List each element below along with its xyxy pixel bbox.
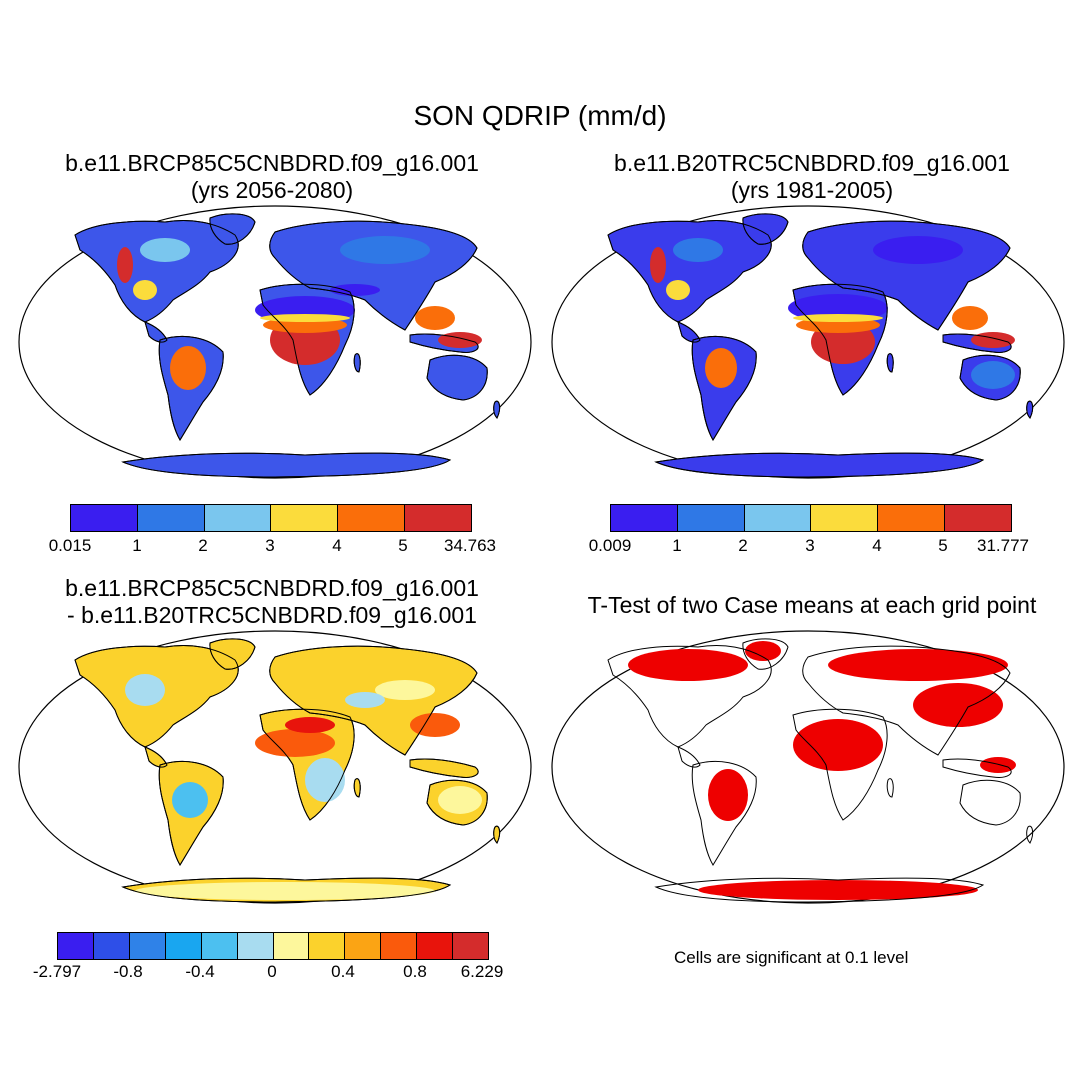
map-top-left <box>18 205 532 479</box>
colorbar-bottom-left <box>57 932 489 960</box>
colorbar-label: 5 <box>938 536 948 555</box>
panel-title-line1: T-Test of two Case means at each grid po… <box>587 592 1037 618</box>
precip-overlay <box>117 236 482 390</box>
colorbar-label: 31.777 <box>977 536 1029 555</box>
colorbar-label: 5 <box>398 536 408 555</box>
colorbar-label: 4 <box>872 536 882 555</box>
colorbar-label: 3 <box>265 536 275 555</box>
colorbar-swatch <box>271 505 339 531</box>
colorbar-label: 4 <box>332 536 342 555</box>
map-top-right <box>551 205 1065 479</box>
colorbar-swatch <box>811 505 879 531</box>
colorbar-swatch <box>273 933 310 959</box>
colorbar-swatch <box>677 505 745 531</box>
panel-title-line2: (yrs 2056-2080) <box>190 177 354 203</box>
colorbar-label: 1 <box>672 536 682 555</box>
colorbar-swatch <box>878 505 946 531</box>
colorbar-swatch <box>204 505 272 531</box>
colorbar-swatch <box>453 933 489 959</box>
colorbar-swatch <box>744 505 812 531</box>
colorbar-label: 1 <box>132 536 142 555</box>
colorbar-label: 2 <box>738 536 748 555</box>
colorbar-top-left <box>70 504 472 532</box>
precip-overlay <box>650 236 1015 389</box>
colorbar-label: 6.229 <box>460 962 504 981</box>
panel-title-line1: b.e11.BRCP85C5CNBDRD.f09_g16.001 <box>65 150 479 176</box>
colorbar-label: 0 <box>267 962 277 981</box>
panel-title-top-left: b.e11.BRCP85C5CNBDRD.f09_g16.001 (yrs 20… <box>22 150 522 204</box>
colorbar-swatch <box>165 933 202 959</box>
colorbar-label: 34.763 <box>444 536 496 555</box>
colorbar-label: -0.4 <box>185 962 215 981</box>
panel-title-line2: (yrs 1981-2005) <box>730 177 894 203</box>
colorbar-label: 2 <box>198 536 208 555</box>
colorbar-swatch <box>237 933 274 959</box>
map-bottom-right <box>551 630 1065 904</box>
significance-note: Cells are significant at 0.1 level <box>674 948 909 967</box>
significance-overlay <box>628 641 1016 900</box>
colorbar-swatch <box>417 933 454 959</box>
panel-title-bottom-left: b.e11.BRCP85C5CNBDRD.f09_g16.001 - b.e11… <box>22 575 522 629</box>
colorbar-swatch <box>611 505 678 531</box>
panel-title-line1: b.e11.BRCP85C5CNBDRD.f09_g16.001 <box>65 575 479 601</box>
colorbar-label: 0.8 <box>403 962 427 981</box>
colorbar-swatch <box>945 505 1011 531</box>
map-bottom-left <box>18 630 532 904</box>
panel-title-top-right: b.e11.B20TRC5CNBDRD.f09_g16.001 (yrs 198… <box>562 150 1062 204</box>
panel-title-line2: - b.e11.B20TRC5CNBDRD.f09_g16.001 <box>67 602 477 628</box>
colorbar-swatch <box>58 933 94 959</box>
colorbar-swatch <box>93 933 130 959</box>
panel-title-bottom-right: T-Test of two Case means at each grid po… <box>562 592 1062 619</box>
colorbar-label: -2.797 <box>32 962 82 981</box>
difference-overlay <box>125 674 482 900</box>
colorbar-swatch <box>71 505 138 531</box>
colorbar-swatch <box>129 933 166 959</box>
colorbar-label: 0.4 <box>331 962 355 981</box>
colorbar-swatch <box>405 505 471 531</box>
colorbar-label: -0.8 <box>113 962 143 981</box>
colorbar-swatch <box>309 933 346 959</box>
colorbar-swatch <box>345 933 382 959</box>
colorbar-swatch <box>338 505 406 531</box>
colorbar-swatch <box>137 505 205 531</box>
figure-title: SON QDRIP (mm/d) <box>413 100 667 131</box>
colorbar-swatch <box>201 933 238 959</box>
colorbar-top-right <box>610 504 1012 532</box>
colorbar-label: 0.015 <box>48 536 92 555</box>
colorbar-label: 3 <box>805 536 815 555</box>
panel-title-line1: b.e11.B20TRC5CNBDRD.f09_g16.001 <box>614 150 1010 176</box>
colorbar-label: 0.009 <box>588 536 632 555</box>
colorbar-swatch <box>381 933 418 959</box>
